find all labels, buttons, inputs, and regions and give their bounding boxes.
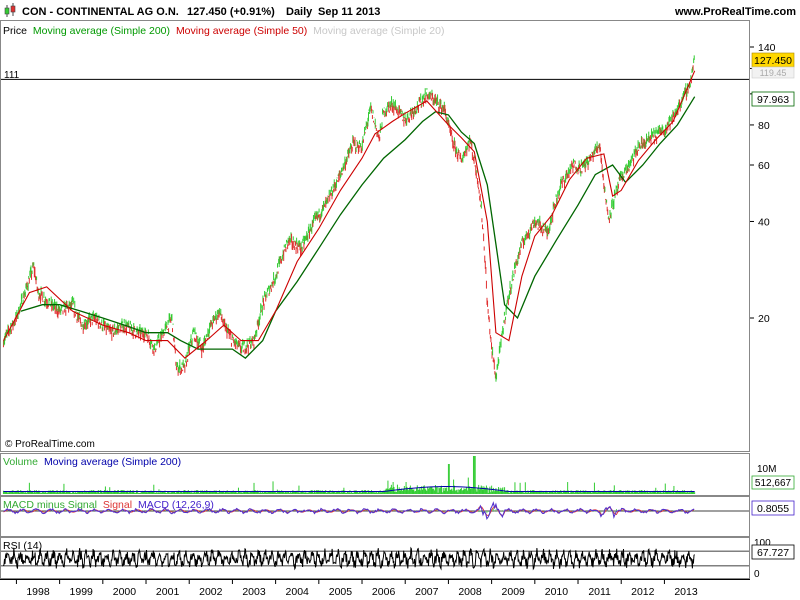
ma200-tag: 97.963 — [757, 94, 789, 106]
last-price-tag: 127.450 — [754, 55, 792, 67]
site-link[interactable]: www.ProRealTime.com — [674, 6, 796, 18]
y-tick-label: 60 — [758, 160, 770, 172]
volume-tag: 512,667 — [755, 478, 792, 489]
x-tick-label: 2007 — [415, 586, 439, 598]
x-tick-label: 2006 — [372, 586, 396, 598]
x-tick-label: 2001 — [156, 586, 180, 598]
x-tick-label: 2012 — [631, 586, 655, 598]
macd-panel-frame — [0, 496, 750, 537]
legend-macd-hist: MACD minus Signal — [3, 499, 97, 511]
macd-tag: 0.8055 — [757, 503, 789, 515]
volume-ma-line — [3, 486, 695, 492]
x-tick-label: 2010 — [545, 586, 569, 598]
x-tick-label: 2003 — [242, 586, 266, 598]
rsi-axis-top: 100 — [754, 538, 771, 549]
price-legend: Price Moving average (Simple 200) Moving… — [3, 25, 444, 37]
legend-volume-ma: Moving average (Simple 200) — [44, 456, 181, 468]
y-tick-label: 80 — [758, 120, 770, 132]
y-tick-label: 140 — [758, 42, 776, 54]
x-tick-label: 1999 — [70, 586, 94, 598]
last-price-change: 127.450 (+0.91%) — [187, 6, 275, 18]
hline-label: 111 — [4, 70, 20, 81]
x-tick-label: 2013 — [674, 586, 698, 598]
macd-tag-bg — [751, 500, 795, 516]
legend-ma200: Moving average (Simple 200) — [33, 25, 170, 37]
ma200-line — [20, 96, 696, 359]
x-tick-label: 2004 — [286, 586, 310, 598]
volume-panel-frame — [0, 453, 750, 496]
rsi-tag-bg — [751, 544, 795, 560]
macd-legend: MACD minus Signal Signal MACD (12,26,9) — [3, 499, 214, 511]
rsi-axis-bottom: 0 — [754, 569, 760, 580]
legend-ma20: Moving average (Simple 20) — [313, 25, 444, 37]
ma20-tag-bg — [751, 66, 795, 79]
rsi-legend: RSI (14) — [3, 540, 42, 552]
period-label: Daily — [286, 6, 313, 18]
legend-volume: Volume — [3, 456, 38, 468]
volume-tag-bg — [751, 475, 795, 490]
x-tick-label: 2011 — [588, 586, 611, 598]
candlestick-icon — [4, 3, 16, 17]
copyright-note: © ProRealTime.com — [5, 439, 95, 450]
x-tick-label: 2008 — [458, 586, 482, 598]
volume-axis-label: 10M — [757, 464, 776, 475]
y-tick-label: 40 — [758, 216, 770, 228]
x-tick-label: 2005 — [329, 586, 353, 598]
legend-ma50: Moving average (Simple 50) — [176, 25, 307, 37]
instrument-title: CON - CONTINENTAL AG O.N. — [22, 6, 179, 18]
x-tick-label: 2009 — [502, 586, 526, 598]
x-tick-label: 2000 — [113, 586, 137, 598]
legend-macd-signal: Signal — [103, 499, 132, 511]
legend-price: Price — [3, 25, 27, 37]
volume-legend: Volume Moving average (Simple 200) — [3, 456, 181, 468]
chart-date: Sep 11 2013 — [318, 6, 380, 18]
macd-line — [3, 501, 695, 520]
legend-macd: MACD (12,26,9) — [138, 499, 214, 511]
rsi-tag: 67.727 — [757, 547, 789, 559]
ma50-line — [3, 70, 696, 359]
price-panel-frame — [0, 20, 750, 452]
ma200-tag-bg — [751, 91, 795, 107]
x-tick-label: 2002 — [199, 586, 223, 598]
y-tick-label: 20 — [758, 313, 770, 325]
x-tick-label: 1998 — [26, 586, 50, 598]
ma20-tag: 119.45 — [760, 68, 787, 78]
rsi-line — [3, 546, 695, 571]
